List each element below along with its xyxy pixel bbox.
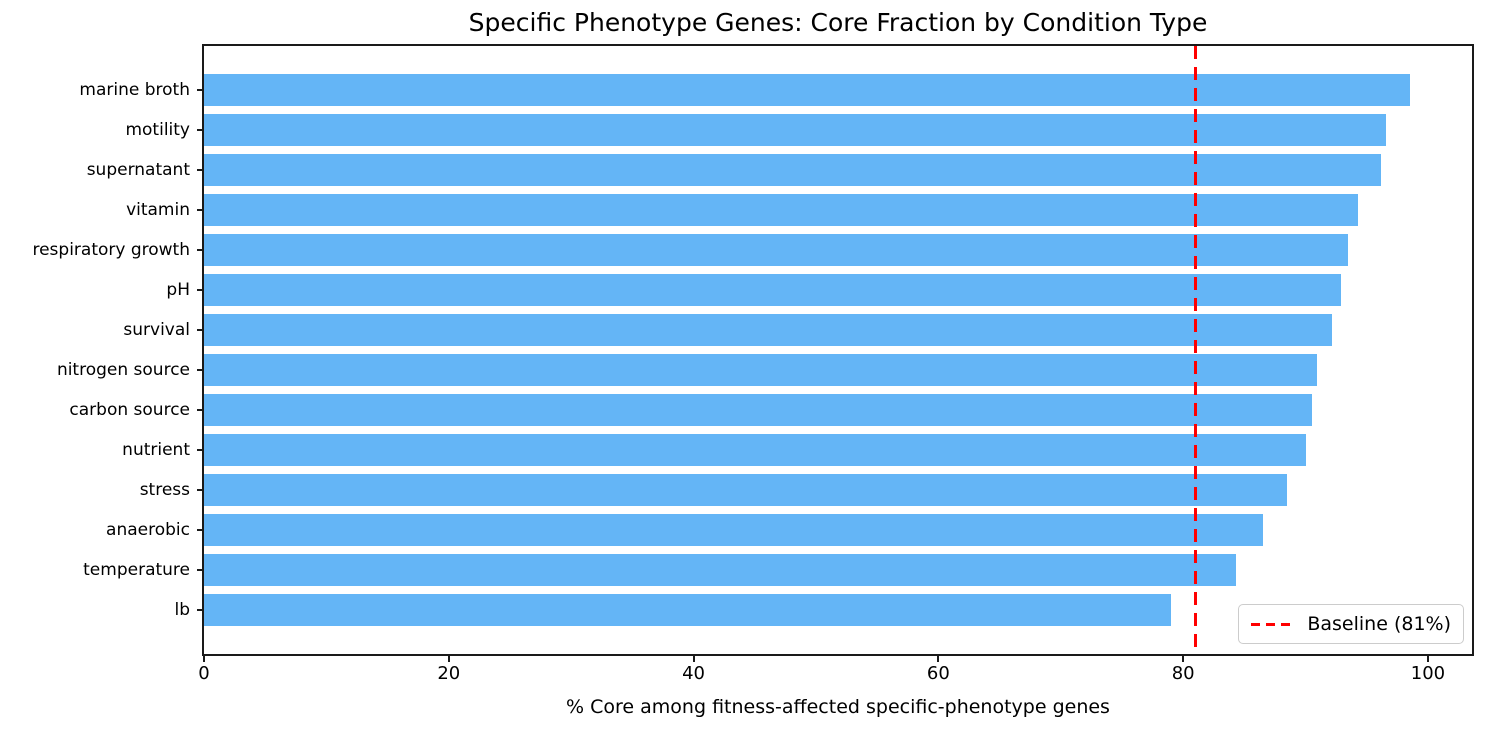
bar: [204, 273, 1342, 306]
y-tick-label: anaerobic: [106, 520, 190, 541]
y-tick-mark: [197, 369, 204, 371]
y-tick-mark: [197, 409, 204, 412]
bar: [204, 313, 1333, 346]
y-tick-mark: [197, 569, 204, 572]
x-tick-mark: [447, 656, 450, 662]
bar: [204, 354, 1317, 386]
bar: [204, 474, 1288, 507]
y-tick-mark: [197, 609, 204, 612]
baseline-line: [1193, 46, 1197, 654]
y-tick-mark: [197, 328, 204, 331]
y-tick-mark: [197, 88, 204, 91]
x-tick-label: 0: [198, 663, 210, 684]
x-tick-label: 40: [682, 663, 706, 684]
x-tick-label: 20: [437, 663, 461, 684]
chart-title: Specific Phenotype Genes: Core Fraction …: [468, 8, 1208, 37]
y-tick-mark: [197, 128, 204, 131]
y-tick-mark: [197, 449, 204, 452]
y-tick-mark: [197, 288, 204, 291]
bar: [204, 233, 1349, 266]
y-tick-label: stress: [139, 480, 190, 501]
plot-area: Baseline (81%): [202, 44, 1474, 656]
y-tick-mark: [197, 208, 204, 211]
x-tick-mark: [937, 656, 940, 662]
bar: [204, 434, 1306, 467]
y-tick-label: vitamin: [126, 199, 190, 220]
y-tick-label: nutrient: [122, 440, 190, 461]
y-tick-label: lb: [174, 600, 190, 621]
bar: [204, 113, 1387, 146]
bar: [204, 594, 1171, 627]
y-tick-label: respiratory growth: [32, 239, 190, 260]
x-tick-label: 60: [926, 663, 950, 684]
y-tick-label: marine broth: [79, 79, 190, 100]
bar: [204, 514, 1263, 547]
bar: [204, 193, 1359, 226]
y-tick-label: temperature: [83, 560, 190, 581]
x-tick-label: 100: [1410, 663, 1446, 684]
y-tick-label: carbon source: [69, 400, 190, 421]
legend: Baseline (81%): [1238, 604, 1464, 644]
dashed-line-icon: [1251, 622, 1296, 626]
y-tick-mark: [197, 529, 204, 532]
x-tick-label: 80: [1171, 663, 1195, 684]
x-tick-mark: [203, 656, 205, 662]
y-tick-mark: [197, 168, 204, 171]
bar: [204, 554, 1236, 587]
y-tick-label: pH: [166, 279, 190, 300]
x-axis-label: % Core among fitness-affected specific-p…: [566, 696, 1110, 718]
legend-label: Baseline (81%): [1307, 613, 1451, 635]
y-tick-label: motility: [125, 119, 190, 140]
y-tick-mark: [197, 248, 204, 251]
x-tick-mark: [692, 656, 695, 662]
bar: [204, 394, 1312, 427]
x-tick-mark: [1426, 656, 1429, 662]
y-tick-label: nitrogen source: [56, 360, 190, 380]
y-tick-label: survival: [123, 319, 190, 340]
y-tick-mark: [197, 489, 204, 492]
x-tick-mark: [1182, 656, 1185, 662]
bar: [204, 153, 1382, 186]
bar: [204, 73, 1410, 106]
y-tick-label: supernatant: [86, 159, 190, 180]
